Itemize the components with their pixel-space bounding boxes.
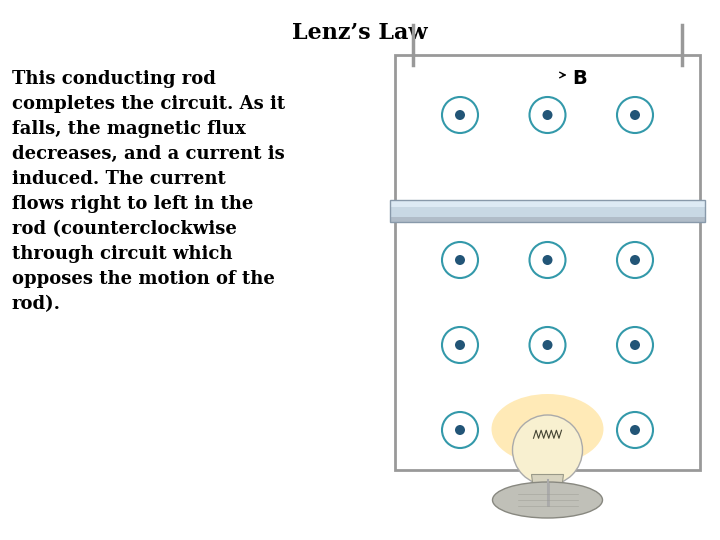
Ellipse shape	[492, 394, 603, 464]
Circle shape	[630, 340, 640, 350]
Circle shape	[542, 340, 552, 350]
Bar	[390, 200, 705, 207]
Circle shape	[542, 255, 552, 265]
Circle shape	[630, 110, 640, 120]
Ellipse shape	[492, 482, 603, 518]
Circle shape	[630, 255, 640, 265]
Circle shape	[455, 110, 465, 120]
Circle shape	[542, 110, 552, 120]
Text: This conducting rod
completes the circuit. As it
falls, the magnetic flux
decrea: This conducting rod completes the circui…	[12, 70, 285, 313]
Bar	[390, 200, 705, 222]
Bar	[390, 200, 705, 222]
Bar	[395, 55, 700, 470]
Bar	[390, 200, 705, 217]
Circle shape	[455, 425, 465, 435]
Text: Lenz’s Law: Lenz’s Law	[292, 22, 428, 44]
Circle shape	[513, 415, 582, 485]
Circle shape	[455, 255, 465, 265]
Text: $\mathbf{B}$: $\mathbf{B}$	[572, 70, 587, 89]
Polygon shape	[531, 475, 564, 504]
Circle shape	[455, 340, 465, 350]
Circle shape	[630, 425, 640, 435]
